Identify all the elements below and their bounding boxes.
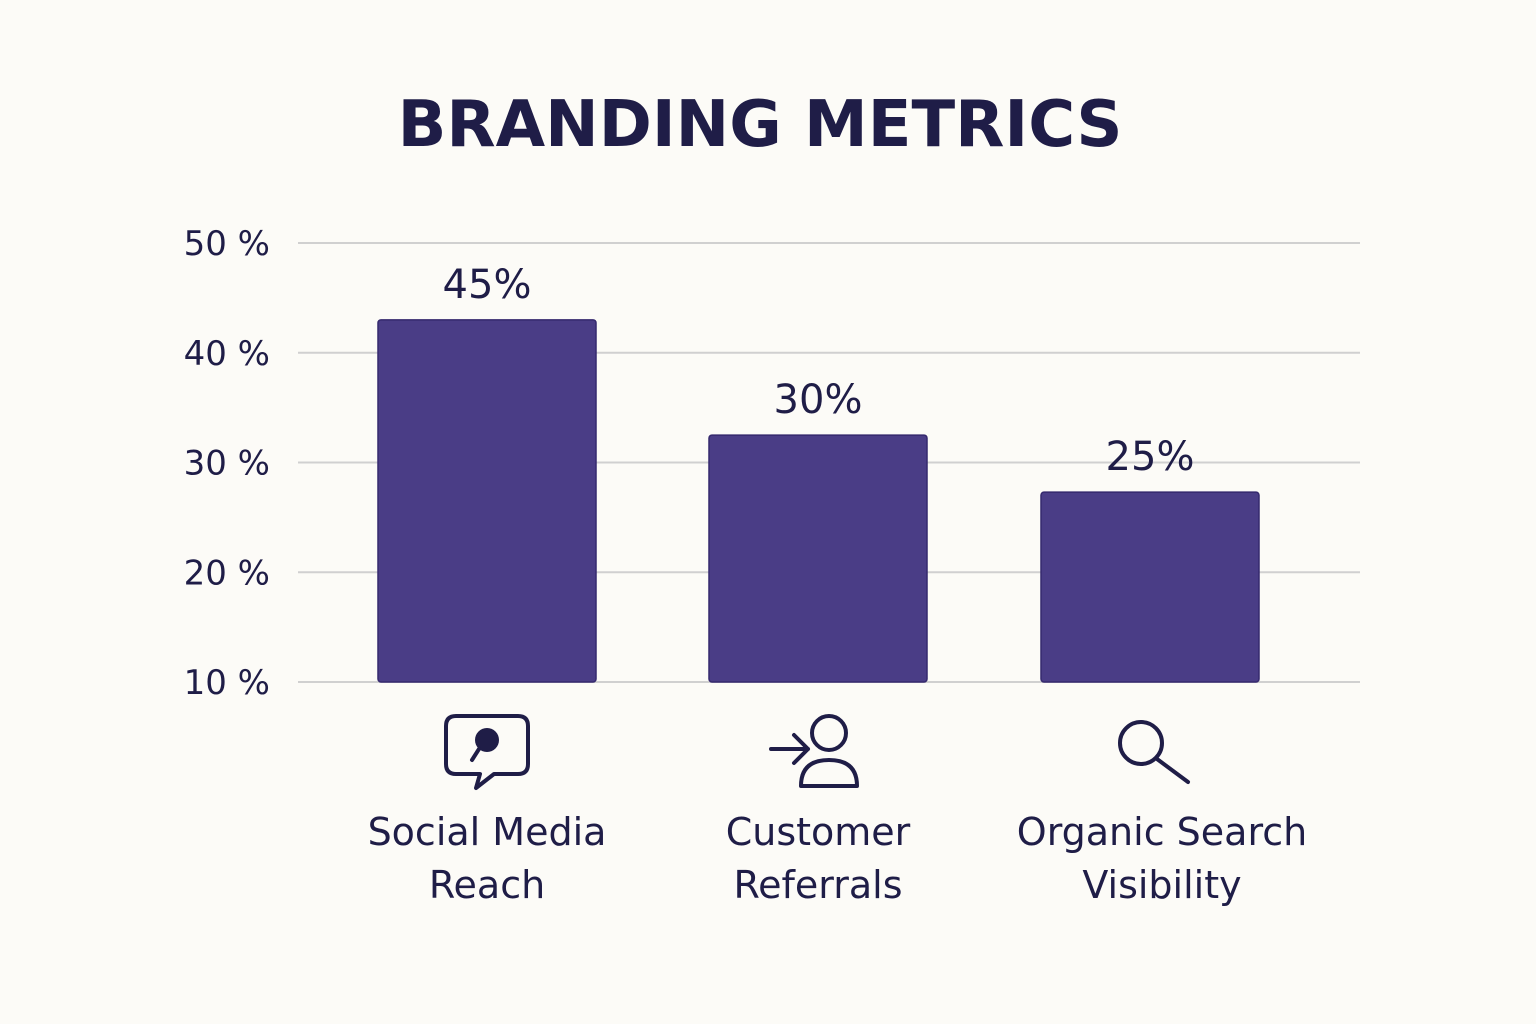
bar-2 [1040, 491, 1260, 683]
bar-1 [708, 434, 928, 683]
referral-person-icon [769, 714, 859, 788]
y-tick-label-50: 50 % [184, 224, 270, 264]
category-label-0-line-0: Social Media [368, 810, 607, 854]
y-tick-label-40: 40 % [184, 334, 270, 374]
data-labels: 45% 30% 25% [443, 262, 1195, 480]
bars [377, 319, 1260, 683]
category-label-2-line-0: Organic Search [1017, 810, 1307, 854]
y-tick-label-20: 20 % [184, 553, 270, 593]
category-labels: Social Media Reach Customer Referrals Organi… [368, 810, 1308, 907]
chat-bubble-icon [444, 714, 530, 790]
category-label-2-line-1: Visibility [1082, 863, 1241, 907]
data-label-2: 25% [1106, 434, 1195, 480]
search-icon [1118, 720, 1190, 784]
category-label-1-line-1: Referrals [733, 863, 902, 907]
y-axis-ticks: 10 % 20 % 30 % 40 % 50 % [184, 224, 270, 703]
chart-title: BRANDING METRICS [398, 88, 1123, 162]
category-label-0-line-1: Reach [429, 863, 545, 907]
bar-0 [377, 319, 597, 683]
data-label-1: 30% [774, 377, 863, 423]
category-icons [444, 714, 1190, 790]
category-label-1-line-0: Customer [726, 810, 911, 854]
data-label-0: 45% [443, 262, 532, 308]
y-tick-label-10: 10 % [184, 663, 270, 703]
y-tick-label-30: 30 % [184, 444, 270, 484]
